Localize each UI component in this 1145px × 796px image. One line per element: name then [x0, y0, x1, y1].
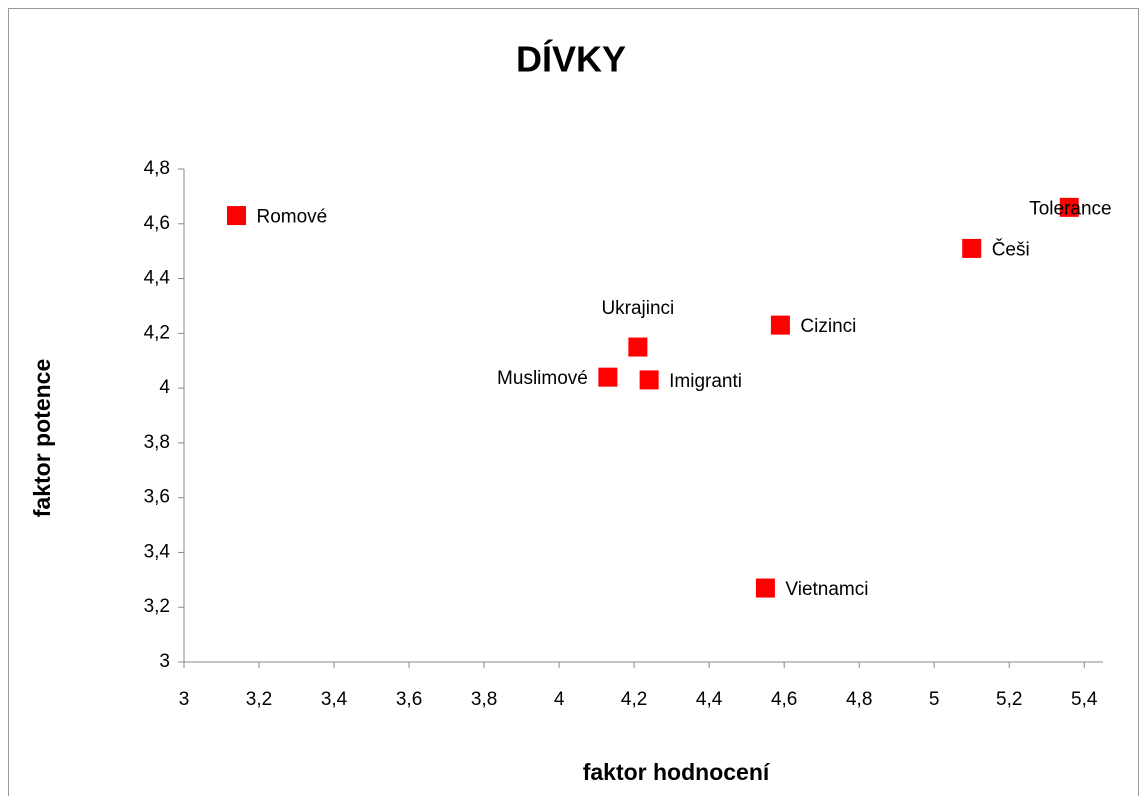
y-axis-title: faktor potence [29, 359, 55, 517]
x-tick-label: 3 [179, 689, 190, 710]
point [227, 206, 247, 226]
point [1059, 197, 1079, 217]
point-label: Tolerance [1029, 198, 1111, 219]
point [598, 367, 618, 387]
point-label: Muslimové [497, 368, 588, 389]
point [962, 238, 982, 258]
y-tick-label: 3 [159, 651, 170, 672]
x-tick-label: 4,4 [696, 689, 723, 710]
x-tick-label: 4,8 [846, 689, 872, 710]
x-tick-label: 3,2 [246, 689, 272, 710]
x-axis-title: faktor hodnocení [583, 759, 771, 785]
point [628, 337, 648, 357]
y-tick-label: 3,6 [144, 487, 170, 508]
x-tick-label: 5,2 [996, 689, 1022, 710]
y-tick-label: 4,6 [144, 213, 170, 234]
point [639, 370, 659, 390]
y-tick-label: 4,4 [144, 268, 171, 289]
x-tick-label: 3,8 [471, 689, 497, 710]
point [770, 315, 790, 335]
y-tick-label: 3,8 [144, 432, 170, 453]
point-label: Cizinci [800, 316, 856, 337]
point-label: Imigranti [669, 371, 742, 392]
x-tick-label: 5 [929, 689, 940, 710]
x-tick-label: 4,6 [771, 689, 797, 710]
point-label: Romové [257, 207, 328, 228]
point [755, 578, 775, 598]
y-tick-label: 4,8 [144, 158, 170, 179]
y-tick-label: 3,2 [144, 596, 170, 617]
x-tick-label: 4,2 [621, 689, 647, 710]
point-label: Vietnamci [785, 579, 868, 600]
point-label: Češi [992, 238, 1030, 260]
chart-frame [8, 8, 1139, 796]
x-tick-label: 3,4 [321, 689, 348, 710]
y-tick-label: 3,4 [144, 541, 171, 562]
y-tick-label: 4,2 [144, 322, 170, 343]
x-tick-label: 3,6 [396, 689, 422, 710]
y-tick-label: 4 [159, 377, 170, 398]
x-tick-label: 5,4 [1071, 689, 1098, 710]
x-tick-label: 4 [554, 689, 565, 710]
chart-title: DÍVKY [516, 39, 626, 80]
point-label: Ukrajinci [601, 298, 674, 319]
